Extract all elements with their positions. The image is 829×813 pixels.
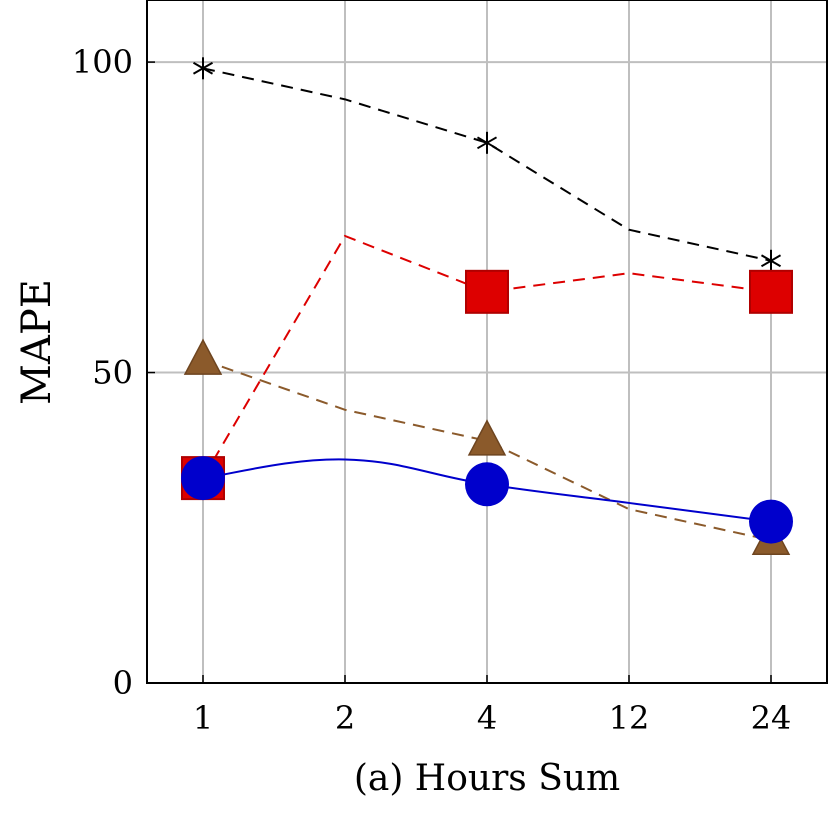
y-tick-label: 0	[113, 664, 133, 702]
series-line	[202, 359, 772, 542]
series-asterisk	[192, 57, 782, 272]
x-tick-label: 24	[751, 699, 792, 737]
y-tick-label: 100	[72, 43, 133, 81]
x-tick-label: 1	[193, 699, 213, 737]
series-line	[202, 234, 772, 479]
x-tick-label: 12	[609, 699, 650, 737]
asterisk-marker-stroke	[192, 61, 214, 75]
series-circle	[181, 456, 793, 544]
y-axis-title: MAPE	[14, 279, 60, 405]
triangle-marker	[183, 338, 223, 375]
x-tick-label: 2	[335, 699, 355, 737]
series-line	[202, 67, 772, 262]
grid	[147, 0, 827, 683]
triangle-marker	[467, 419, 507, 456]
asterisk-marker-stroke	[476, 136, 498, 150]
chart-caption: (a) Hours Sum	[354, 758, 620, 799]
square-marker	[465, 269, 509, 314]
series-layer	[181, 57, 793, 555]
circle-marker	[749, 499, 793, 544]
y-tick-label: 50	[92, 354, 133, 392]
circle-marker	[465, 462, 509, 507]
square-marker	[749, 269, 793, 314]
circle-marker	[181, 456, 225, 501]
x-tick-label: 4	[477, 699, 497, 737]
asterisk-marker-stroke	[760, 254, 782, 268]
